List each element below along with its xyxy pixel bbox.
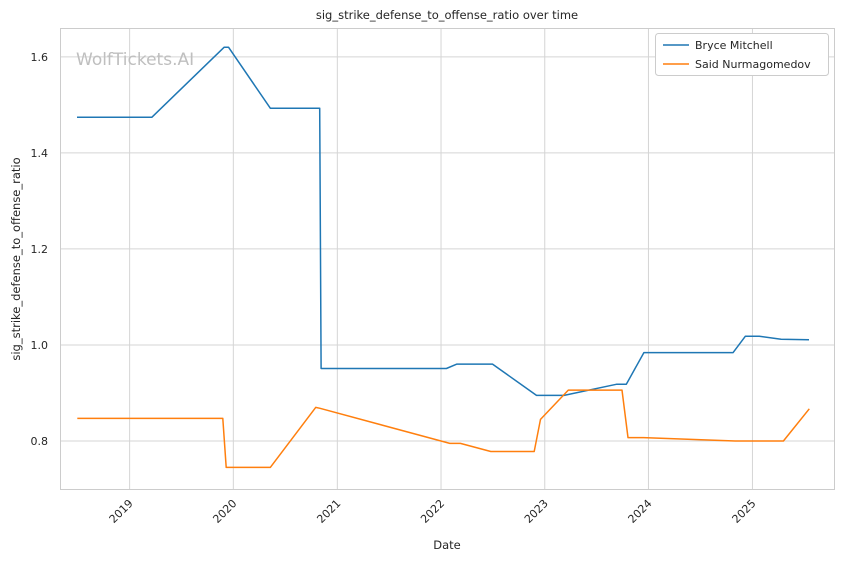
series-line-bryce-mitchell: [77, 46, 810, 397]
x-axis-title: Date: [433, 538, 461, 552]
legend-label-said-nurmagomedov: Said Nurmagomedov: [695, 58, 811, 71]
legend-frame: [655, 33, 829, 76]
chart-title: sig_strike_defense_to_offense_ratio over…: [316, 8, 578, 22]
series-line-said-nurmagomedov: [77, 389, 810, 469]
y-tick-label: 1.2: [31, 243, 49, 256]
series-layer: [77, 46, 810, 469]
y-tick-label: 1.4: [31, 147, 49, 160]
y-axis-title: sig_strike_defense_to_offense_ratio: [9, 157, 23, 360]
y-tick-label: 1.0: [31, 339, 49, 352]
y-tick-label: 1.6: [31, 51, 49, 64]
legend: Bryce Mitchell Said Nurmagomedov: [655, 33, 829, 76]
grid-layer: [60, 28, 834, 489]
plot-frame: [60, 28, 835, 490]
y-tick-label: 0.8: [31, 435, 49, 448]
watermark: WolfTickets.AI: [76, 50, 194, 70]
legend-label-bryce-mitchell: Bryce Mitchell: [695, 39, 773, 52]
